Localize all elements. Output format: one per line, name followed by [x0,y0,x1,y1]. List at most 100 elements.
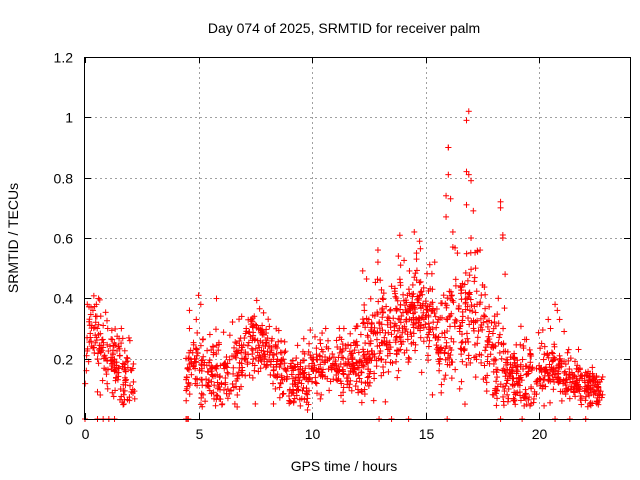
data-point [252,400,259,407]
data-point [128,388,135,395]
data-point [186,325,193,332]
data-point [361,307,368,314]
data-point [363,359,370,366]
data-point [493,387,500,394]
data-point [290,399,297,406]
data-point [562,368,569,375]
data-point [556,357,563,364]
data-point [549,371,556,378]
data-point [317,395,324,402]
data-point [250,356,257,363]
data-point [393,295,400,302]
data-point [96,342,103,349]
data-point [255,342,262,349]
data-point [274,345,281,352]
data-point [589,364,596,371]
data-point [249,347,256,354]
data-point [378,372,385,379]
data-point [340,389,347,396]
data-point [483,344,490,351]
data-point [493,402,500,409]
data-point [252,321,259,328]
data-point [397,319,404,326]
data-point [122,379,129,386]
data-point [447,344,454,351]
data-point [230,353,237,360]
data-point [394,327,401,334]
data-point [446,288,453,295]
data-point [424,307,431,314]
data-point [511,397,518,404]
data-point [510,375,517,382]
data-point [557,355,564,362]
data-point [572,380,579,387]
data-point [488,319,495,326]
data-point [126,337,133,344]
data-point [393,333,400,340]
data-point [511,354,518,361]
data-point [297,402,304,409]
data-point [370,397,377,404]
data-point [562,361,569,368]
data-point [450,299,457,306]
data-point [233,349,240,356]
data-point [495,339,502,346]
data-point [492,385,499,392]
data-point [203,376,210,383]
data-point [540,376,547,383]
data-point [345,371,352,378]
data-point [115,369,122,376]
data-point [478,321,485,328]
data-point [514,363,521,370]
data-point [402,302,409,309]
data-point [374,343,381,350]
data-point [352,325,359,332]
data-point [221,361,228,368]
data-point [563,376,570,383]
data-point [127,382,134,389]
x-tick-label: 0 [82,426,90,442]
data-point [418,288,425,295]
data-point [446,355,453,362]
data-point [104,317,111,324]
data-point [113,359,120,366]
data-point [278,349,285,356]
data-point [410,324,417,331]
data-point [503,356,510,363]
data-point [420,284,427,291]
data-point [394,297,401,304]
data-point [478,352,485,359]
data-point [453,318,460,325]
data-point [474,340,481,347]
data-point [470,207,477,214]
data-point [340,398,347,405]
data-point [448,335,455,342]
data-point [96,296,103,303]
data-point [261,351,268,358]
data-point [240,341,247,348]
data-point [382,359,389,366]
data-point [242,330,249,337]
data-point [484,323,491,330]
data-point [420,324,427,331]
data-point [522,395,529,402]
y-tick-label: 0.8 [54,171,74,187]
data-point [272,343,279,350]
data-point [186,366,193,373]
data-point [509,381,516,388]
data-point [547,325,554,332]
data-point [411,302,418,309]
data-point [448,292,455,299]
data-point [312,374,319,381]
data-point [450,338,457,345]
data-point [307,352,314,359]
data-point [376,320,383,327]
data-point [517,341,524,348]
data-point [417,245,424,252]
data-point [491,319,498,326]
data-point [433,324,440,331]
data-point [594,379,601,386]
data-point [84,301,91,308]
data-point [587,385,594,392]
data-point [398,313,405,320]
